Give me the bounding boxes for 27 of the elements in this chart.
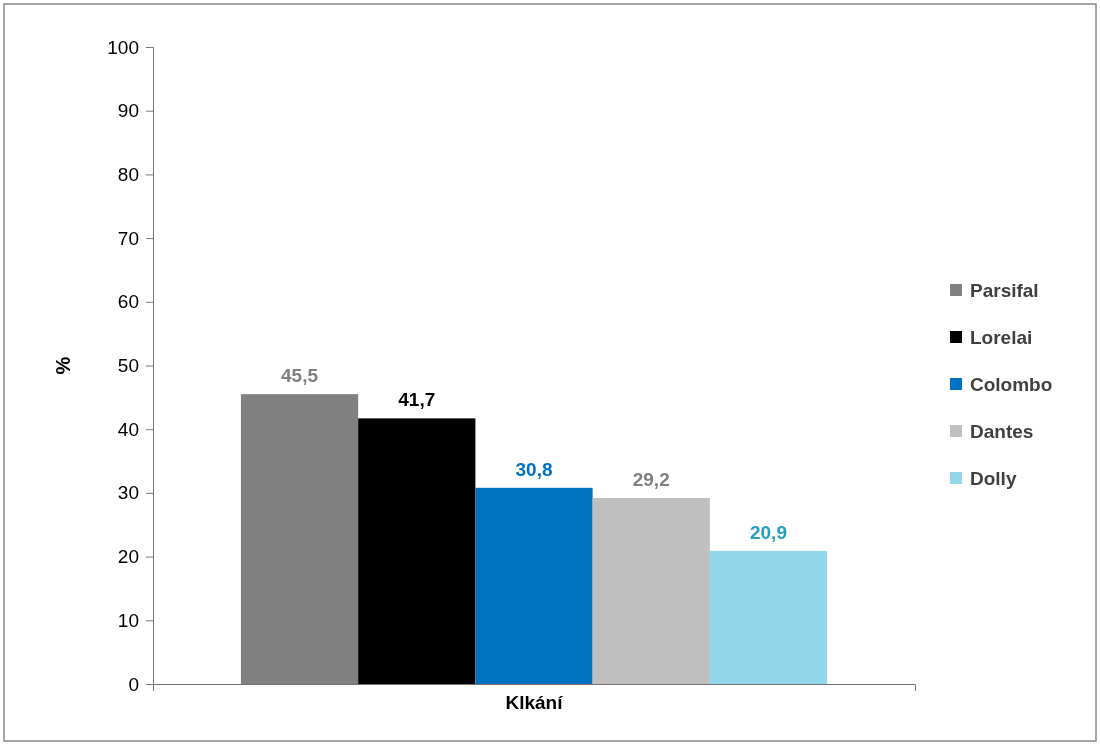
bar xyxy=(358,418,476,684)
y-tick-label: 10 xyxy=(117,609,139,631)
y-axis-title: % xyxy=(52,356,74,375)
y-tick-label: 40 xyxy=(117,418,139,440)
y-tick-label: 30 xyxy=(117,482,139,504)
bar xyxy=(592,498,710,684)
x-tick-label: Klkání xyxy=(505,692,564,713)
legend-label: Dantes xyxy=(970,421,1034,442)
data-label: 30,8 xyxy=(515,458,553,480)
data-label: 20,9 xyxy=(749,521,787,543)
y-tick-label: 80 xyxy=(117,163,139,185)
bar xyxy=(709,550,828,684)
data-label: 45,5 xyxy=(281,365,319,387)
bar xyxy=(475,487,593,684)
y-tick-label: 100 xyxy=(107,36,139,58)
y-tick-label: 0 xyxy=(128,673,139,695)
y-tick-label: 90 xyxy=(117,100,139,122)
y-tick-label: 60 xyxy=(117,291,139,313)
legend-label: Dolly xyxy=(970,468,1017,489)
legend-label: Colombo xyxy=(970,374,1053,395)
data-label: 29,2 xyxy=(632,469,670,490)
y-tick-label: 50 xyxy=(117,355,139,377)
data-label: 41,7 xyxy=(398,389,436,411)
legend-label: Parsifal xyxy=(970,280,1039,301)
y-tick-label: 70 xyxy=(117,227,139,249)
legend-label: Lorelai xyxy=(970,327,1033,348)
y-tick-label: 20 xyxy=(117,546,139,568)
